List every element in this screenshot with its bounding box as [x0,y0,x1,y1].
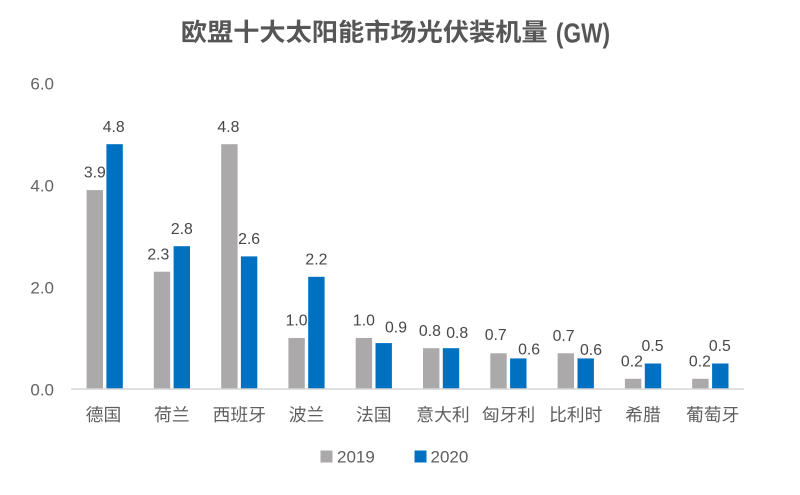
svg-text:0.8: 0.8 [446,325,468,342]
svg-text:3.9: 3.9 [84,165,106,182]
svg-text:0.2: 0.2 [621,353,643,370]
svg-text:0.8: 0.8 [419,323,441,340]
svg-text:0.7: 0.7 [485,327,507,344]
svg-text:1.0: 1.0 [286,313,308,330]
svg-text:(GW): (GW) [556,18,610,49]
svg-text:2.8: 2.8 [171,221,193,238]
svg-text:2019: 2019 [337,448,375,467]
svg-text:0.0: 0.0 [30,381,54,400]
svg-text:0.9: 0.9 [385,320,407,337]
svg-text:4.0: 4.0 [30,177,54,196]
svg-text:0.5: 0.5 [709,338,731,355]
svg-text:2.0: 2.0 [30,279,54,298]
svg-text:0.5: 0.5 [642,338,664,355]
svg-text:0.6: 0.6 [518,342,540,359]
svg-text:0.2: 0.2 [689,353,711,370]
svg-text:0.6: 0.6 [580,342,602,359]
svg-text:2.3: 2.3 [147,246,169,263]
svg-text:6.0: 6.0 [30,75,54,94]
svg-text:0.7: 0.7 [553,328,575,345]
svg-text:4.8: 4.8 [217,119,239,136]
svg-text:4.8: 4.8 [103,119,125,136]
svg-text:2020: 2020 [431,448,469,467]
svg-text:2.6: 2.6 [238,231,260,248]
svg-text:1.0: 1.0 [353,313,375,330]
svg-text:2.2: 2.2 [305,251,327,268]
